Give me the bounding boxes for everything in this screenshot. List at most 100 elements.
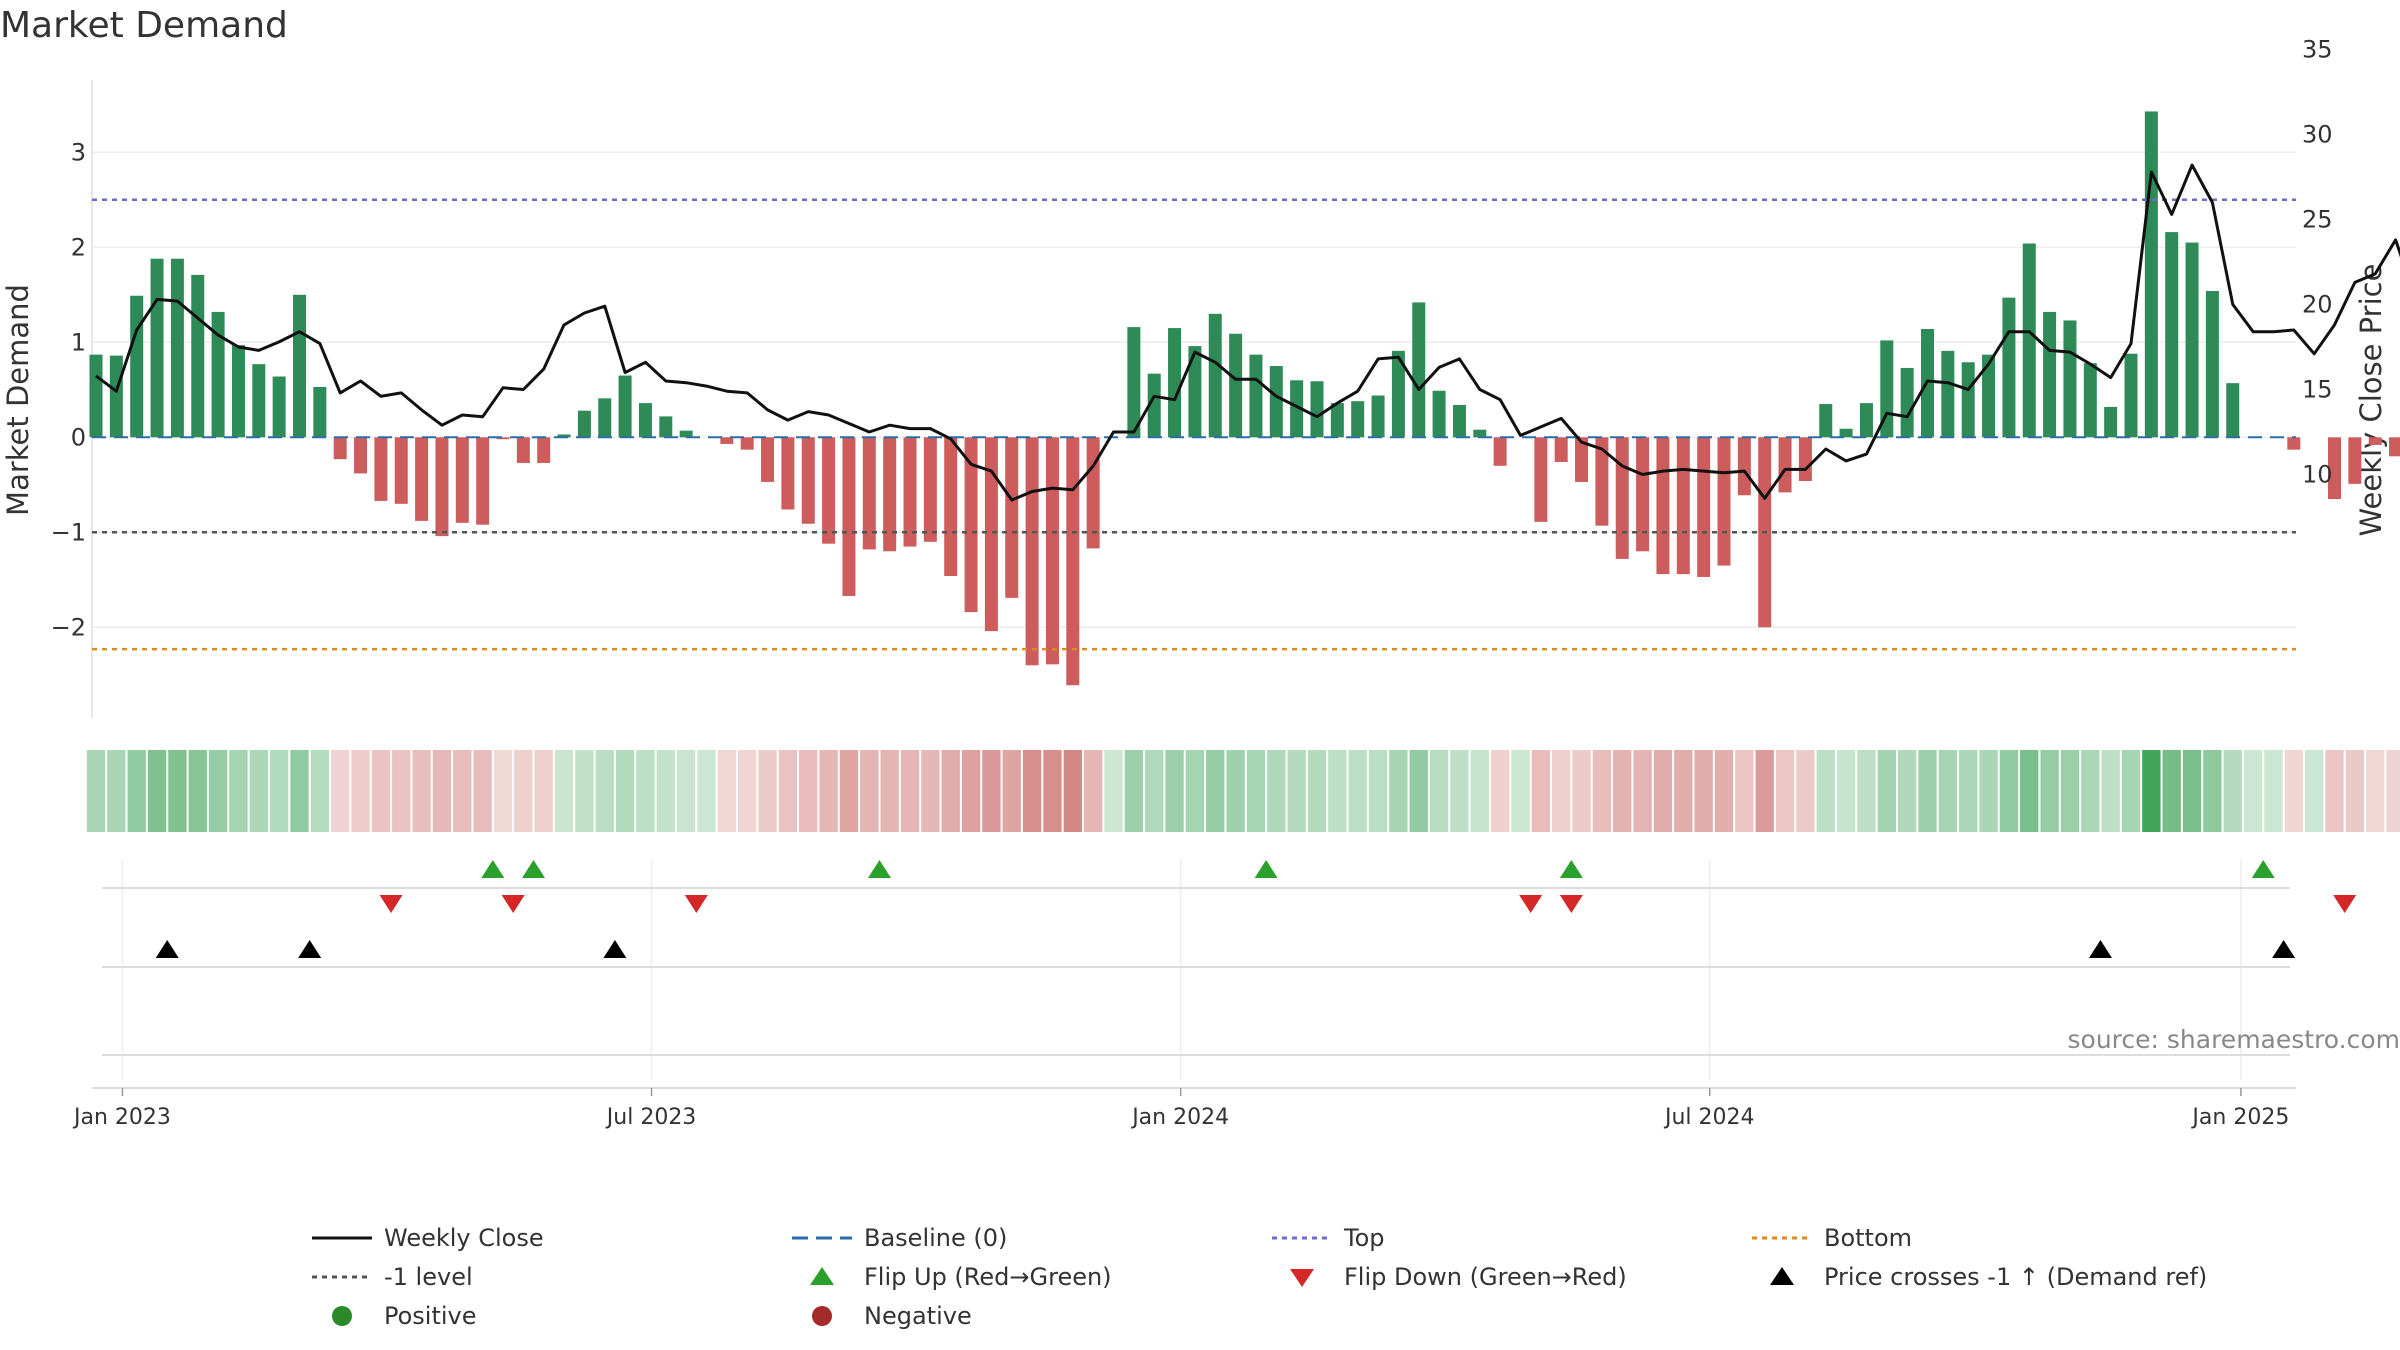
weekly-close-line bbox=[95, 163, 2400, 502]
positive-bar bbox=[2205, 291, 2219, 438]
demand-strip-cell bbox=[2182, 750, 2202, 832]
legend-label: Top bbox=[1343, 1224, 1385, 1252]
demand-strip-cell bbox=[900, 750, 920, 832]
x-tick-label: Jan 2024 bbox=[1130, 1105, 1229, 1130]
demand-strip-cell bbox=[1328, 750, 1347, 832]
demand-strip-cell bbox=[738, 750, 757, 832]
demand-strip-cell bbox=[1511, 750, 1530, 832]
negative-bar bbox=[1045, 437, 1059, 665]
demand-strip-cell bbox=[1592, 750, 1612, 832]
negative-bar bbox=[537, 437, 551, 463]
price-cross-marker bbox=[155, 940, 179, 958]
right-tick-label: 10 bbox=[2302, 461, 2333, 489]
negative-bar bbox=[2348, 437, 2362, 484]
positive-bar bbox=[313, 386, 327, 438]
demand-strip-cell bbox=[1877, 750, 1896, 832]
positive-bar bbox=[2043, 311, 2057, 438]
negative-bar bbox=[964, 437, 978, 613]
demand-strip-cell bbox=[1470, 750, 1489, 832]
demand-strip-cell bbox=[676, 750, 696, 832]
demand-strip-cell bbox=[1083, 750, 1103, 832]
price-cross-marker bbox=[603, 940, 627, 958]
legend-swatch bbox=[810, 1267, 834, 1285]
demand-strip-cell bbox=[2284, 750, 2303, 832]
positive-bar bbox=[618, 375, 632, 438]
negative-bar bbox=[374, 437, 388, 501]
demand-strip-cell bbox=[1429, 750, 1449, 832]
negative-bar bbox=[1595, 437, 1609, 526]
chart-title: Market Demand bbox=[0, 5, 288, 46]
demand-strip-cell bbox=[432, 750, 452, 832]
demand-strip-cell bbox=[1490, 750, 1510, 832]
demand-strip-cell bbox=[656, 750, 675, 832]
price-cross-marker bbox=[298, 940, 322, 958]
demand-strip-cell bbox=[2142, 750, 2161, 832]
demand-strip-cell bbox=[1613, 750, 1632, 832]
flip-down-marker bbox=[2333, 895, 2357, 913]
positive-bar bbox=[2002, 297, 2016, 438]
negative-bar bbox=[455, 437, 469, 523]
positive-bar bbox=[252, 364, 266, 438]
demand-strip-cell bbox=[1185, 750, 1205, 832]
demand-strip-cell bbox=[941, 750, 960, 832]
positive-bar bbox=[1208, 313, 1222, 438]
left-tick-label: 1 bbox=[71, 328, 86, 356]
legend-label: Positive bbox=[384, 1302, 477, 1330]
positive-bar bbox=[231, 345, 245, 438]
positive-bar bbox=[1269, 366, 1283, 438]
demand-strip-cell bbox=[575, 750, 594, 832]
negative-bar bbox=[2389, 437, 2400, 457]
demand-strip-cell bbox=[1796, 750, 1815, 832]
demand-strip-cell bbox=[2081, 750, 2100, 832]
negative-bar bbox=[2328, 437, 2341, 500]
negative-bar bbox=[1656, 437, 1670, 575]
positive-bar bbox=[1839, 428, 1853, 438]
flip-down-marker bbox=[684, 895, 708, 913]
positive-bar bbox=[2185, 242, 2199, 438]
legend-label: Price crosses -1 ↑ (Demand ref) bbox=[1824, 1263, 2207, 1291]
legend-item: Price crosses -1 ↑ (Demand ref) bbox=[1770, 1263, 2207, 1291]
negative-bar bbox=[1534, 437, 1548, 522]
positive-bar bbox=[1249, 354, 1263, 438]
left-y-axis-label: Market Demand bbox=[1, 284, 35, 516]
positive-bar bbox=[1452, 405, 1466, 438]
demand-strip-cell bbox=[921, 750, 940, 832]
positive-bar bbox=[1371, 395, 1385, 438]
demand-strip-cell bbox=[1775, 750, 1795, 832]
left-tick-label: −1 bbox=[51, 518, 86, 546]
positive-bar bbox=[2083, 363, 2097, 438]
negative-bar bbox=[435, 437, 449, 537]
legend-label: Flip Down (Green→Red) bbox=[1344, 1263, 1627, 1291]
demand-strip-cell bbox=[2040, 750, 2059, 832]
legend-item: -1 level bbox=[312, 1263, 473, 1291]
negative-bar bbox=[740, 437, 754, 450]
negative-bar bbox=[1636, 437, 1650, 552]
demand-strip-cell bbox=[1816, 750, 1835, 832]
demand-strip-cell bbox=[1653, 750, 1673, 832]
legend-swatch bbox=[332, 1306, 352, 1326]
positive-bar bbox=[1941, 350, 1955, 438]
demand-strip-cell bbox=[1552, 750, 1571, 832]
source-credit: source: sharemaestro.com bbox=[2068, 1025, 2400, 1054]
positive-bar bbox=[1859, 403, 1873, 438]
positive-bar bbox=[272, 376, 286, 438]
demand-strip-cell bbox=[1836, 750, 1856, 832]
positive-bar bbox=[211, 311, 225, 438]
demand-strip-cell bbox=[1714, 750, 1734, 832]
demand-strip-cell bbox=[1002, 750, 1021, 832]
positive-bar bbox=[1168, 328, 1182, 438]
legend-item: Baseline (0) bbox=[792, 1224, 1007, 1252]
legend-swatch bbox=[1770, 1267, 1794, 1285]
positive-bar bbox=[1147, 373, 1161, 438]
demand-strip-cell bbox=[778, 750, 798, 832]
demand-strip-cell bbox=[1165, 750, 1184, 832]
negative-bar bbox=[1615, 437, 1629, 559]
demand-strip-cell bbox=[1633, 750, 1652, 832]
negative-bar bbox=[1798, 437, 1812, 481]
demand-strip-cell bbox=[1063, 750, 1082, 832]
positive-bar bbox=[150, 258, 164, 438]
demand-strip-cell bbox=[1124, 750, 1144, 832]
demand-strip-cell bbox=[982, 750, 1001, 832]
positive-bar bbox=[1391, 350, 1405, 438]
demand-strip-cell bbox=[880, 750, 899, 832]
